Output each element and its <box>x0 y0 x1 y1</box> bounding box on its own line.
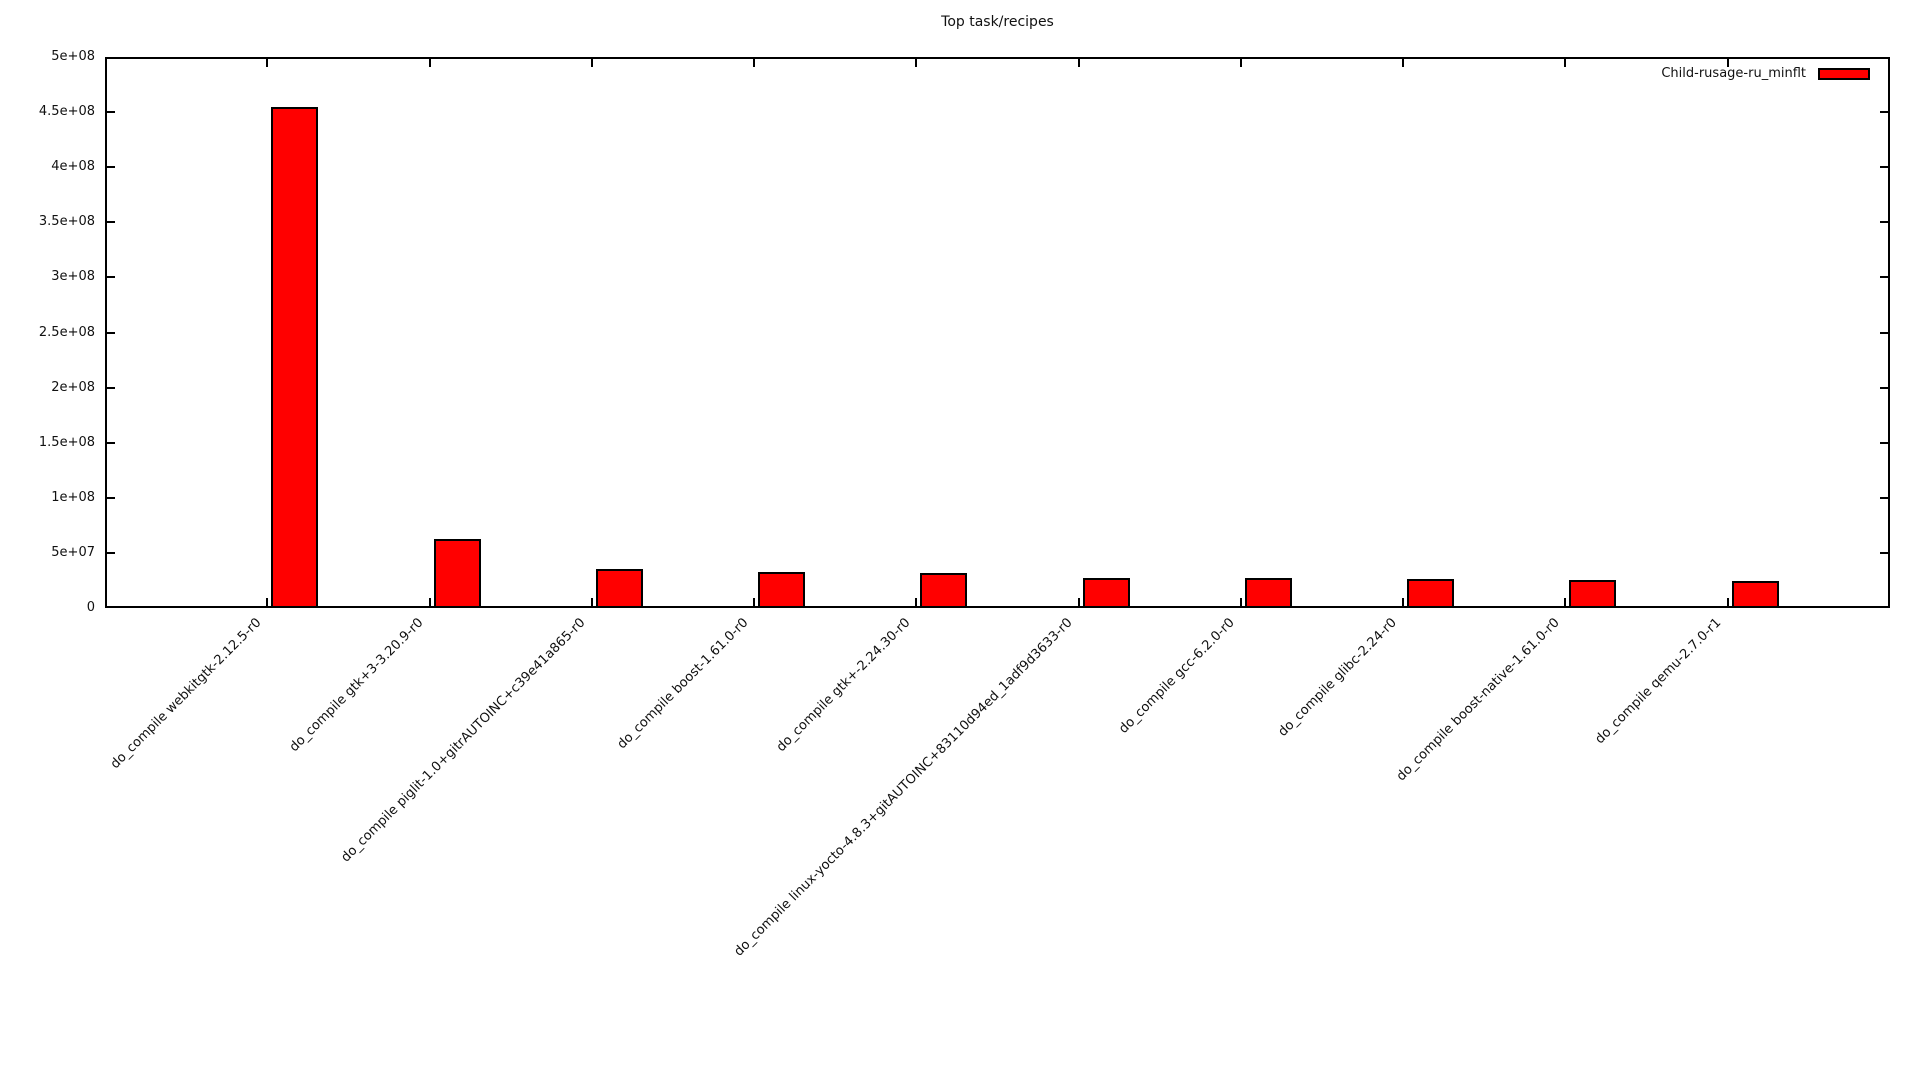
x-axis-tickmark-bottom <box>1564 598 1567 606</box>
y-axis-tickmark-left <box>105 551 115 554</box>
y-axis-tick-label: 4.5e+08 <box>38 104 95 120</box>
y-axis-tickmark-right <box>1880 386 1890 389</box>
y-axis-tickmark-right <box>1880 331 1890 334</box>
y-axis-tick-label: 2e+08 <box>51 379 95 395</box>
x-category-label: do_compile qemu-2.7.0-r1 <box>1592 615 1725 748</box>
y-axis-tick-label: 4e+08 <box>51 159 95 175</box>
bar <box>1731 581 1779 608</box>
x-axis-tickmark-top <box>1564 57 1567 67</box>
y-axis-tick-label: 1.5e+08 <box>38 434 95 450</box>
y-axis-tickmark-right <box>1880 111 1890 114</box>
y-axis-tickmark-right <box>1880 441 1890 444</box>
bar <box>595 569 643 608</box>
legend: Child-rusage-ru_minflt <box>1661 66 1870 81</box>
x-axis-tickmark-bottom <box>428 598 431 606</box>
y-axis-tick-label: 2.5e+08 <box>38 324 95 340</box>
bar <box>1082 578 1130 608</box>
x-axis-tickmark-top <box>1402 57 1405 67</box>
y-axis-tickmark-left <box>105 221 115 224</box>
bar <box>758 572 806 608</box>
x-category-label: do_compile boost-native-1.61.0-r0 <box>1393 615 1563 785</box>
x-category-label: do_compile linux-yocto-4.8.3+gitAUTOINC+… <box>731 615 1076 960</box>
y-axis-tick-label: 1e+08 <box>51 489 95 505</box>
bar <box>920 573 968 608</box>
y-axis-tick-label: 3.5e+08 <box>38 214 95 230</box>
x-axis-tickmark-top <box>428 57 431 67</box>
y-axis-tickmark-left <box>105 276 115 279</box>
x-axis-tickmark-bottom <box>915 598 918 606</box>
y-axis-tick-label: 0 <box>86 600 95 615</box>
x-axis-tickmark-bottom <box>753 598 756 606</box>
bar <box>1244 578 1292 608</box>
x-category-label: do_compile gtk+3-3.20.9-r0 <box>286 615 427 755</box>
chart-title: Top task/recipes <box>941 14 1054 30</box>
x-axis-tickmark-top <box>915 57 918 67</box>
x-axis-tickmark-top <box>590 57 593 67</box>
x-axis-tickmark-bottom <box>1402 598 1405 606</box>
y-axis-tickmark-left <box>105 111 115 114</box>
y-axis-tickmark-right <box>1880 551 1890 554</box>
x-axis-tickmark-bottom <box>266 598 269 606</box>
bar <box>1569 580 1617 608</box>
x-axis-tickmark-top <box>1239 57 1242 67</box>
x-axis-tickmark-top <box>1077 57 1080 67</box>
y-axis-tickmark-right <box>1880 166 1890 169</box>
y-axis-tickmark-right <box>1880 221 1890 224</box>
x-axis-tickmark-top <box>1726 57 1729 67</box>
bar <box>1407 579 1455 608</box>
y-axis-tickmark-left <box>105 441 115 444</box>
x-axis-tickmark-top <box>753 57 756 67</box>
y-axis-tickmark-left <box>105 166 115 169</box>
bar <box>271 107 319 608</box>
x-category-label: do_compile gtk+-2.24.30-r0 <box>773 615 914 755</box>
x-axis-tickmark-bottom <box>590 598 593 606</box>
y-axis-tickmark-left <box>105 496 115 499</box>
x-axis-tickmark-top <box>266 57 269 67</box>
legend-label: Child-rusage-ru_minflt <box>1661 66 1806 81</box>
x-category-label: do_compile gcc-6.2.0-r0 <box>1116 615 1238 737</box>
x-axis-tickmark-bottom <box>1239 598 1242 606</box>
x-axis-tickmark-bottom <box>1077 598 1080 606</box>
y-axis-tick-label: 5e+08 <box>51 49 95 64</box>
y-axis-tickmark-left <box>105 386 115 389</box>
y-axis-tick-label: 5e+07 <box>51 544 95 560</box>
x-category-label: do_compile boost-1.61.0-r0 <box>614 615 752 753</box>
x-axis-tickmark-bottom <box>1726 598 1729 606</box>
y-axis-tickmark-right <box>1880 496 1890 499</box>
x-category-label: do_compile webkitgtk-2.12.5-r0 <box>107 615 265 772</box>
bar <box>433 539 481 608</box>
y-axis-tick-label: 3e+08 <box>51 269 95 285</box>
y-axis-tickmark-left <box>105 331 115 334</box>
y-axis-tickmark-right <box>1880 276 1890 279</box>
legend-swatch <box>1818 67 1870 80</box>
plot-area-border <box>105 57 1890 608</box>
x-category-label: do_compile glibc-2.24-r0 <box>1275 615 1401 740</box>
